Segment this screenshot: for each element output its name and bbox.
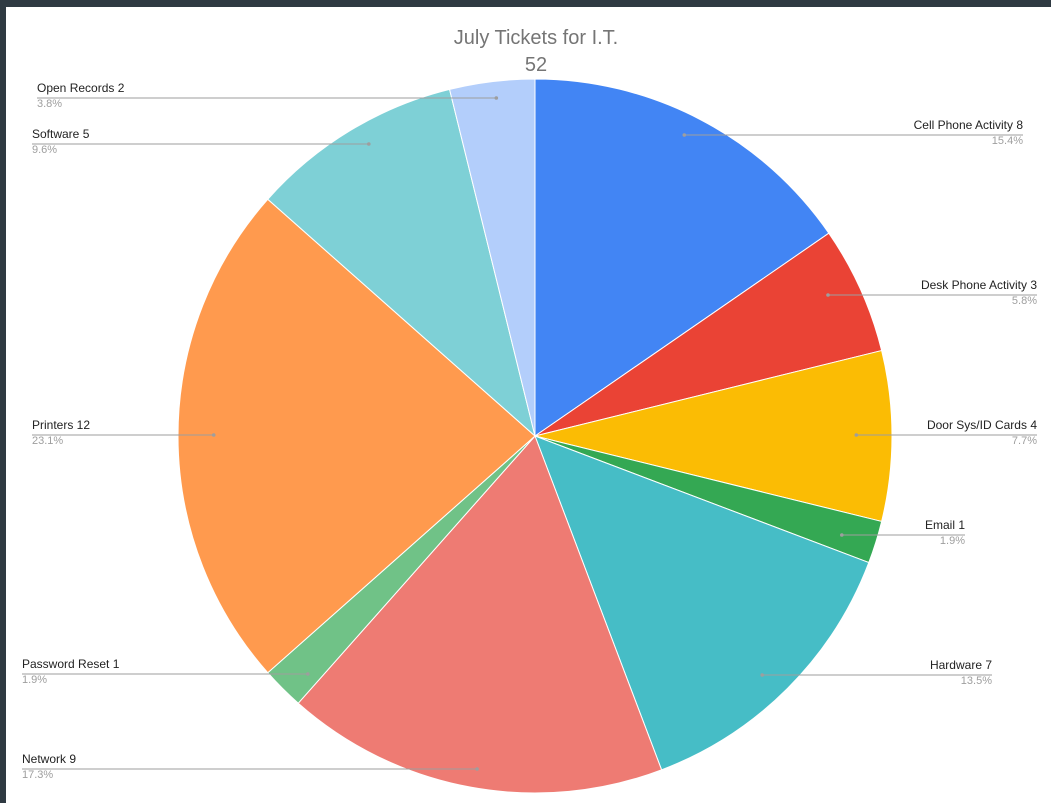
- slice-percent-open-records: 3.8%: [37, 98, 62, 110]
- leader-dot-printers: [211, 433, 216, 437]
- chart-frame: July Tickets for I.T. 52 Cell Phone Acti…: [6, 7, 1051, 803]
- leader-dot-email: [840, 533, 844, 537]
- slice-percent-desk-phone-activity: 5.8%: [1012, 295, 1037, 307]
- slice-hardware[interactable]: [534, 435, 870, 771]
- pie-labels: Cell Phone Activity 8 15.4% Desk Phone Act…: [22, 81, 1037, 781]
- chart-subtitle: 52: [525, 54, 547, 76]
- slice-percent-email: 1.9%: [940, 535, 965, 547]
- slice-desk-phone-activity[interactable]: [534, 232, 883, 437]
- slice-percent-password-reset: 1.9%: [22, 674, 47, 686]
- slice-label-network: Network 9: [22, 752, 76, 766]
- slice-percent-hardware: 13.5%: [961, 675, 992, 687]
- leader-dot-desk-phone-activity: [826, 293, 830, 297]
- leader-dot-cell-phone-activity: [682, 133, 687, 137]
- leader-dot-network: [475, 767, 479, 771]
- pie-chart: July Tickets for I.T. 52 Cell Phone Acti…: [22, 27, 1037, 794]
- leader-dot-software: [367, 142, 371, 146]
- slice-network[interactable]: [297, 435, 663, 794]
- slice-label-email: Email 1: [925, 518, 965, 532]
- slice-label-cell-phone-activity: Cell Phone Activity 8: [914, 118, 1024, 132]
- chart-title: July Tickets for I.T.: [454, 27, 618, 49]
- slice-label-software: Software 5: [32, 127, 90, 141]
- slice-percent-network: 17.3%: [22, 769, 53, 781]
- slice-percent-cell-phone-activity: 15.4%: [992, 135, 1023, 147]
- slice-printers[interactable]: [177, 198, 536, 674]
- pie-leaders: [22, 96, 1037, 771]
- slice-software[interactable]: [267, 88, 536, 438]
- slice-label-password-reset: Password Reset 1: [22, 657, 120, 671]
- slice-label-door-sys-id-cards: Door Sys/ID Cards 4: [927, 418, 1037, 432]
- slice-label-desk-phone-activity: Desk Phone Activity 3: [921, 278, 1037, 292]
- slice-label-hardware: Hardware 7: [930, 658, 992, 672]
- slice-label-open-records: Open Records 2: [37, 81, 125, 95]
- pie-slices: [177, 78, 893, 794]
- slice-percent-door-sys-id-cards: 7.7%: [1012, 435, 1037, 447]
- leader-dot-password-reset: [306, 672, 310, 676]
- slice-percent-printers: 23.1%: [32, 435, 63, 447]
- slice-percent-software: 9.6%: [32, 144, 57, 156]
- slice-open-records[interactable]: [448, 78, 536, 437]
- leader-dot-hardware: [760, 673, 764, 677]
- slice-door-sys-id-cards[interactable]: [534, 349, 893, 523]
- slice-cell-phone-activity[interactable]: [534, 78, 830, 437]
- slice-label-printers: Printers 12: [32, 418, 90, 432]
- leader-dot-open-records: [494, 96, 499, 100]
- leader-dot-door-sys-id-cards: [854, 433, 859, 437]
